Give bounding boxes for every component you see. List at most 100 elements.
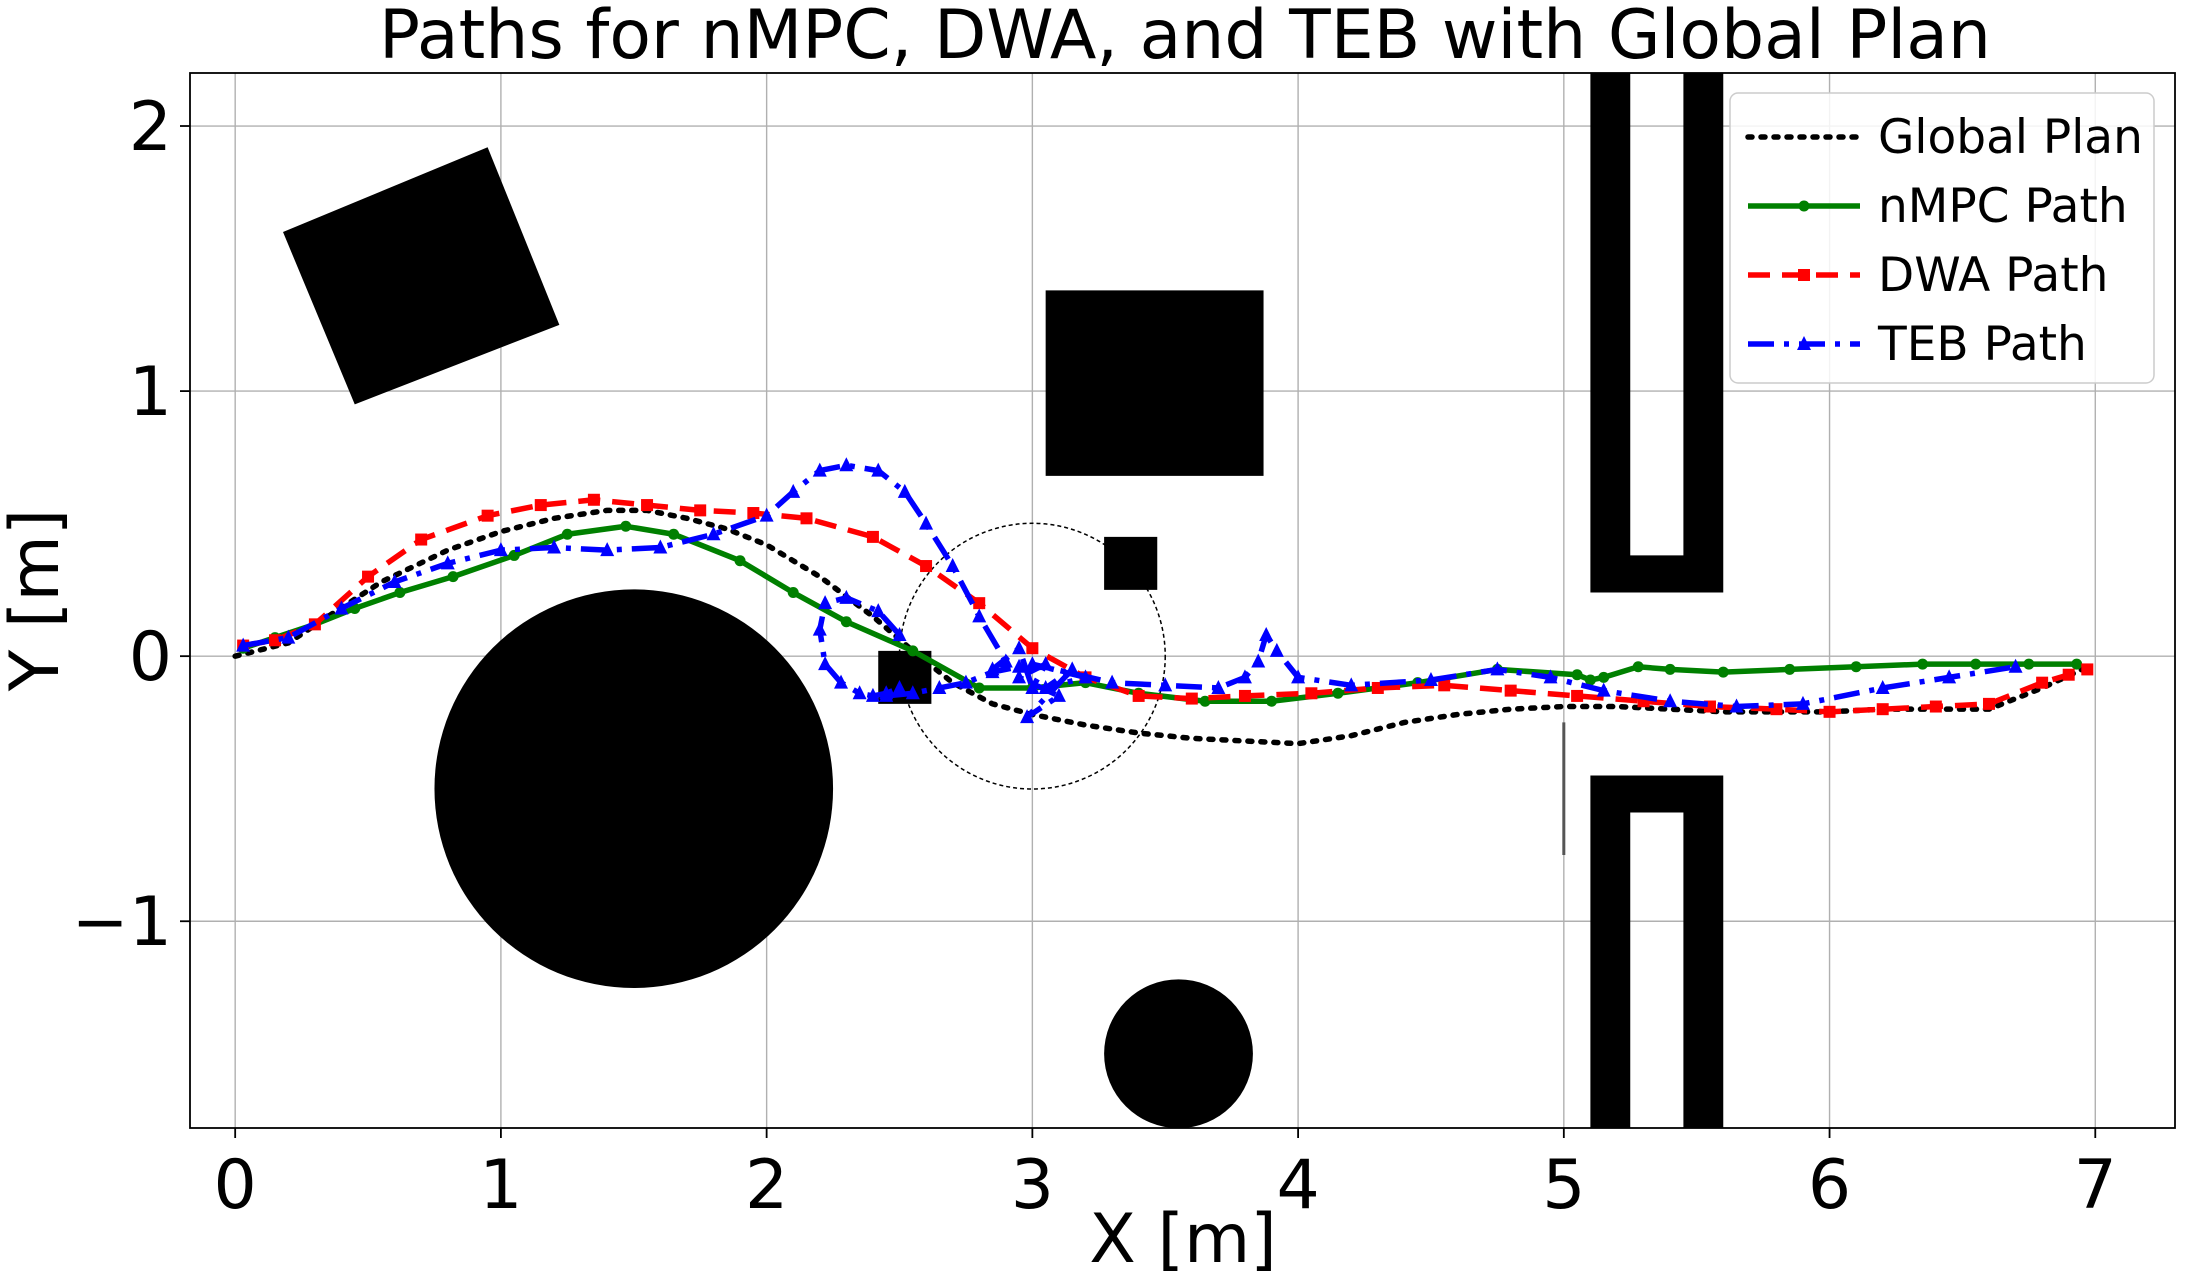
teb-path-point [1291,669,1306,684]
x-tick-label: 6 [1808,1146,1851,1225]
nmpc-path-point [2023,658,2035,670]
global-plan-line [232,507,2085,747]
teb-path-point [1729,698,1744,713]
nmpc-path-point [1199,695,1211,707]
nmpc-path-point [394,587,406,599]
teb-path-point [839,589,854,604]
teb-path-point [985,661,1000,676]
teb-path-point [972,608,987,623]
teb-path-point [812,462,827,477]
nmpc-path-point [973,682,985,694]
teb-path-point [2008,658,2023,673]
teb-path-point [1490,661,1505,676]
dwa-path-point [1876,703,1889,716]
x-tick-label: 4 [1276,1146,1319,1225]
y-tick-label: 2 [129,88,172,167]
dwa-path-point [481,509,494,522]
dwa-path-point [415,533,428,546]
teb-path-point [1663,693,1678,708]
dwa-path-point [694,504,707,517]
tick-labels: 0 1 2 3 4 5 6 7 −1 0 1 2 [72,88,2117,1225]
teb-path-point [871,603,886,618]
teb-path-point [1065,661,1080,676]
x-tick-label: 3 [1011,1146,1054,1225]
nmpc-path-point [1917,658,1929,670]
nmpc-path-point [1632,661,1644,673]
teb-path-point [1875,679,1890,694]
teb-path-point [945,558,960,573]
teb-path-point [1423,672,1438,687]
nmpc-path-point [1850,661,1862,673]
dwa-path-point [641,499,654,512]
plot-frame [189,72,2176,1129]
teb-path-point [281,629,296,644]
legend-label-nmpc-path: nMPC Path [1878,179,2128,234]
y-axis-label: Y [m] [0,509,75,692]
dwa-path-point [587,493,600,506]
teb-path-line [242,462,2016,720]
teb-path-point [236,637,251,652]
teb-path-point [897,483,912,498]
grid [190,73,2175,1128]
teb-path-point [905,685,920,700]
nmpc-path-point [907,645,919,657]
nmpc-path-point [1332,687,1344,699]
obstacle-large-square [1045,290,1264,476]
teb-path-point [1012,658,1027,673]
obstacles [283,73,1724,1128]
teb-path-point [1237,669,1252,684]
nmpc-path-point [1970,658,1982,670]
dwa-path-point [1823,705,1836,718]
nmpc-path-point [447,571,459,583]
data-series [232,457,2094,747]
obstacle-small-circle [1104,979,1253,1128]
teb-path-point [818,595,833,610]
teb-path-point [998,653,1013,668]
teb-path-point [1012,669,1027,684]
teb-path-point [892,626,907,641]
teb-path-point [1211,679,1226,694]
x-tick-label: 1 [479,1146,522,1225]
teb-path-point [1038,656,1053,671]
legend: Global Plan nMPC Path DWA Path TEB Path [1729,92,2155,384]
teb-path-point [706,526,721,541]
teb-path-point [1942,669,1957,684]
teb-path-point [1025,656,1040,671]
dwa-path-point [1982,697,1995,710]
dwa-path-point [1026,642,1039,655]
teb-path-point [1051,687,1066,702]
nmpc-path-point [1784,663,1796,675]
nmpc-path-point [668,528,680,540]
dwa-path-point [1438,679,1451,692]
teb-path-point [1105,674,1120,689]
teb-path-point [1269,642,1284,657]
dwa-path-point [362,570,375,583]
x-tick-label: 0 [214,1146,257,1225]
teb-path-point [852,685,867,700]
nmpc-path-point [1266,695,1278,707]
teb-path-point [1025,679,1040,694]
nmpc-path-point [508,549,520,561]
teb-path-point [892,679,907,694]
dwa-path-point [2081,663,2094,676]
teb-path-loop-line [817,595,902,699]
teb-path-point [786,483,801,498]
nmpc-path-point [1717,666,1729,678]
teb-path-point [932,679,947,694]
teb-path-point [958,674,973,689]
dwa-path-point [1571,689,1584,702]
dwa-path-point [973,597,986,610]
dwa-path-point [747,507,760,520]
legend-box [1729,92,2155,384]
teb-path-point [1038,679,1053,694]
teb-path-point [865,687,880,702]
teb-path-point [1020,709,1035,724]
y-tick-label: −1 [72,883,172,962]
teb-path-point [1543,669,1558,684]
teb-path-point [440,555,455,570]
teb-path-point [818,656,833,671]
x-tick-label: 2 [745,1146,788,1225]
teb-path-point [919,515,934,530]
teb-path-point [1012,640,1027,655]
